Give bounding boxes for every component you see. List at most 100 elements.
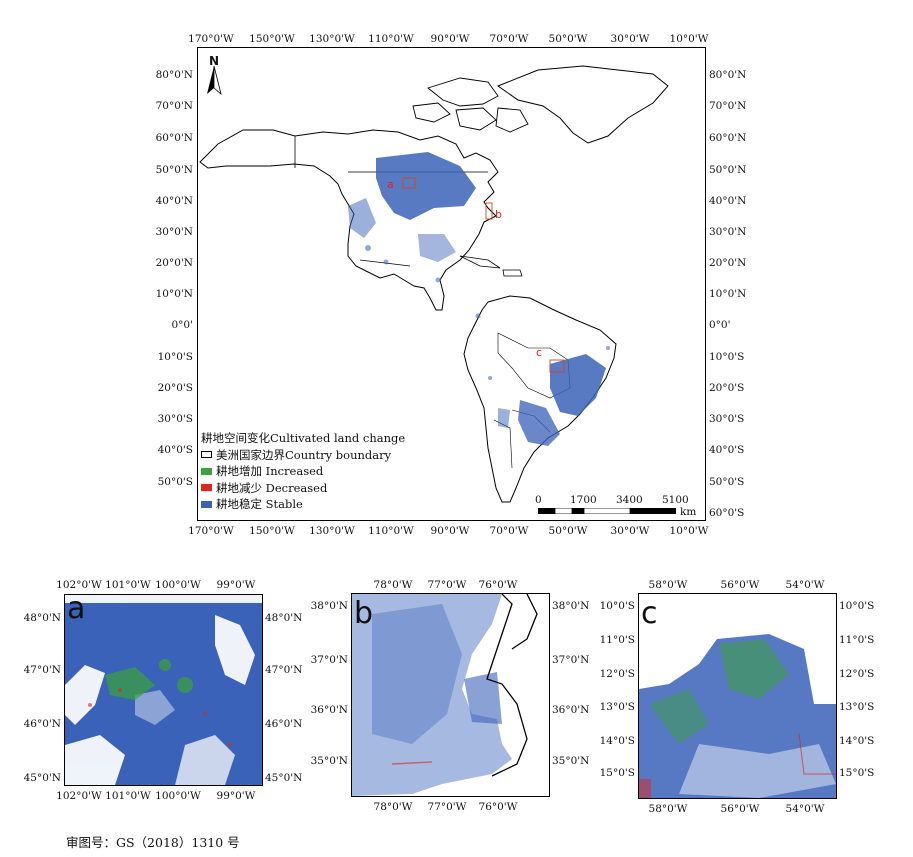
lon-label: 100°0'W <box>155 790 201 802</box>
lon-label: 102°0'W <box>56 790 102 802</box>
inset-b-frame: b <box>351 593 550 797</box>
lon-label: 70°0'W <box>489 525 529 537</box>
lat-label: 0°0' <box>171 319 194 331</box>
lat-label: 50°0'S <box>709 476 745 488</box>
lat-label: 50°0'N <box>709 164 747 176</box>
lon-label: 130°0'W <box>309 525 355 537</box>
lat-label: 60°0'S <box>709 507 745 519</box>
lon-label: 150°0'W <box>249 33 295 45</box>
legend-swatch-increased <box>201 467 212 475</box>
lon-label: 170°0'W <box>188 33 234 45</box>
lat-label: 36°0'N <box>552 704 590 716</box>
lon-label: 99°0'W <box>216 579 256 591</box>
lon-label: 77°0'W <box>427 801 467 813</box>
legend-item-increased: 耕地增加 Increased <box>201 463 405 480</box>
lat-label: 45°0'N <box>23 772 61 784</box>
lat-label: 0°0' <box>709 319 731 331</box>
lon-label: 90°0'W <box>430 33 470 45</box>
lon-label: 56°0'W <box>720 579 760 591</box>
cuba-outline <box>459 255 501 269</box>
lon-label: 77°0'W <box>427 579 467 591</box>
lat-label: 40°0'N <box>155 195 193 207</box>
lat-label: 10°0'S <box>709 351 745 363</box>
main-map-frame: N a b c 0 1700 3400 5100 km <box>197 47 706 521</box>
lat-label: 15°0'S <box>599 767 635 779</box>
legend-item-decreased: 耕地减少 Decreased <box>201 480 405 497</box>
lon-label: 54°0'W <box>785 579 825 591</box>
lon-label: 101°0'W <box>105 790 151 802</box>
north-arrow-label: N <box>209 54 220 68</box>
legend-label: 耕地稳定 Stable <box>216 497 303 511</box>
lat-label: 47°0'N <box>265 664 303 676</box>
lat-label: 36°0'N <box>310 704 348 716</box>
lat-label: 50°0'S <box>157 476 193 488</box>
south-america-outline <box>463 295 617 503</box>
lat-label: 46°0'N <box>265 718 303 730</box>
lat-label: 10°0'S <box>599 600 635 612</box>
lon-label: 78°0'W <box>373 579 413 591</box>
inset-a-map <box>65 595 262 785</box>
cropland-specks <box>365 245 610 380</box>
lon-label: 70°0'W <box>489 33 529 45</box>
lon-label: 100°0'W <box>155 579 201 591</box>
region-a-marker: a <box>387 178 394 191</box>
greenland-outline <box>496 65 669 144</box>
lon-label: 102°0'W <box>56 579 102 591</box>
lat-label: 35°0'N <box>310 755 348 767</box>
legend-label: 耕地减少 Decreased <box>216 480 328 495</box>
lat-label: 20°0'N <box>155 257 193 269</box>
lat-label: 11°0'S <box>599 634 635 646</box>
lat-label: 45°0'N <box>265 772 303 784</box>
lon-label: 101°0'W <box>105 579 151 591</box>
inset-c-map <box>639 634 836 798</box>
arctic-islands <box>412 77 529 133</box>
region-c-box <box>549 359 565 373</box>
lon-label: 58°0'W <box>648 803 688 815</box>
lat-label: 38°0'N <box>310 600 348 612</box>
lat-label: 40°0'S <box>709 444 745 456</box>
region-b-marker: b <box>495 208 502 221</box>
lat-label: 10°0'N <box>155 288 193 300</box>
lat-label: 12°0'S <box>599 668 635 680</box>
lon-label: 50°0'W <box>548 525 588 537</box>
lon-label: 54°0'W <box>785 803 825 815</box>
lat-label: 14°0'S <box>839 735 875 747</box>
lon-label: 99°0'W <box>216 790 256 802</box>
lat-label: 48°0'N <box>23 612 61 624</box>
lat-label: 60°0'N <box>155 132 193 144</box>
lat-label: 11°0'S <box>839 634 875 646</box>
legend-item-stable: 耕地稳定 Stable <box>201 496 405 513</box>
legend-label: 美洲国家边界Country boundary <box>216 447 392 462</box>
lat-label: 20°0'S <box>157 382 193 394</box>
lat-label: 47°0'N <box>23 664 61 676</box>
lon-label: 90°0'W <box>430 525 470 537</box>
lat-label: 38°0'N <box>552 600 590 612</box>
lon-label: 110°0'W <box>368 525 414 537</box>
lat-label: 40°0'S <box>157 444 193 456</box>
region-a-box <box>402 177 416 189</box>
lat-label: 20°0'S <box>709 382 745 394</box>
lat-label: 70°0'N <box>709 100 747 112</box>
lon-label: 78°0'W <box>373 801 413 813</box>
lat-label: 13°0'S <box>599 701 635 713</box>
americas-map <box>199 65 669 503</box>
lat-label: 10°0'S <box>839 600 875 612</box>
lon-label: 50°0'W <box>548 33 588 45</box>
region-b-box <box>485 202 493 220</box>
lat-label: 48°0'N <box>265 612 303 624</box>
map-legend: 耕地空间变化Cultivated land change 美洲国家边界Count… <box>201 430 405 513</box>
lat-label: 80°0'N <box>709 69 747 81</box>
lat-label: 12°0'S <box>839 668 875 680</box>
inset-c-frame: c <box>638 593 837 799</box>
lon-label: 56°0'W <box>720 803 760 815</box>
lat-label: 20°0'N <box>709 257 747 269</box>
lon-label: 130°0'W <box>309 33 355 45</box>
legend-swatch-boundary <box>201 451 212 459</box>
inset-c-letter: c <box>641 596 658 631</box>
lat-label: 50°0'N <box>155 164 193 176</box>
scalebar: 0 1700 3400 5100 km <box>535 494 698 518</box>
lat-label: 30°0'S <box>709 413 745 425</box>
scalebar-tick-label: 5100 <box>662 494 689 506</box>
legend-swatch-decreased <box>201 484 212 492</box>
inset-b-map <box>352 594 538 796</box>
